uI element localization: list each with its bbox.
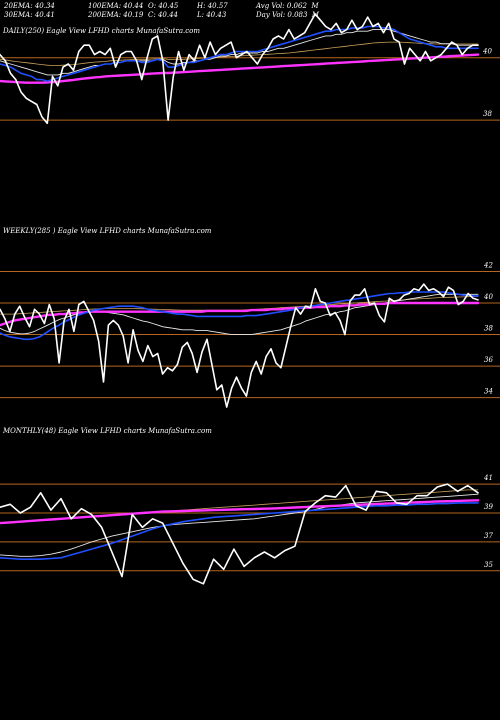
stat-close: C: 40.44: [148, 11, 178, 19]
y-tick-label: 38: [483, 110, 492, 118]
series-ema-mid-line: [0, 493, 479, 557]
chart-panel-weekly: WEEKLY(285 ) Eagle View LFHD charts Muna…: [0, 227, 500, 408]
stat-100ema: 100EMA: 40.44: [88, 2, 144, 10]
y-tick-label: 36: [484, 356, 493, 364]
chart-title-monthly: MONTHLY(48) Eagle View LFHD charts Munaf…: [2, 427, 212, 435]
stat-low: L: 40.43: [197, 11, 227, 19]
y-tick-label: 35: [484, 561, 493, 569]
stat-30ema: 30EMA: 40.41: [4, 11, 55, 19]
y-tick-label: 39: [484, 503, 493, 511]
stat-avg-vol: Avg Vol: 0.062 M: [256, 2, 319, 10]
y-tick-label: 40: [483, 293, 493, 301]
stat-open: O: 40.45: [148, 2, 179, 10]
series-ema-long-line: [0, 53, 480, 84]
series-ema-short-line: [0, 25, 479, 82]
series-ema-short-line: [0, 502, 479, 561]
chart-title-weekly: WEEKLY(285 ) Eagle View LFHD charts Muna…: [3, 227, 212, 235]
stat-high: H: 40.57: [197, 2, 228, 10]
y-tick-label: 38: [484, 325, 493, 333]
series-price-line: [0, 13, 479, 125]
stat-200ema: 200EMA: 40.19: [88, 11, 144, 19]
chart-panel-daily: DAILY(250) Eagle View LFHD charts Munafa…: [0, 13, 500, 125]
y-tick-label: 42: [483, 261, 493, 269]
series-ema-long-line: [0, 301, 480, 327]
chart-panel-monthly: MONTHLY(48) Eagle View LFHD charts Munaf…: [0, 427, 500, 585]
series-ema-short-line: [0, 291, 479, 341]
chart-title-daily: DAILY(250) Eagle View LFHD charts Munafa…: [2, 27, 200, 35]
y-tick-label: 34: [484, 388, 493, 396]
y-tick-label: 40: [482, 48, 492, 56]
stat-20ema: 20EMA: 40.34: [4, 2, 55, 10]
series-price-line: [0, 483, 479, 585]
y-tick-label: 37: [484, 532, 493, 540]
series-price-line: [0, 283, 479, 408]
y-tick-label: 41: [483, 474, 493, 482]
